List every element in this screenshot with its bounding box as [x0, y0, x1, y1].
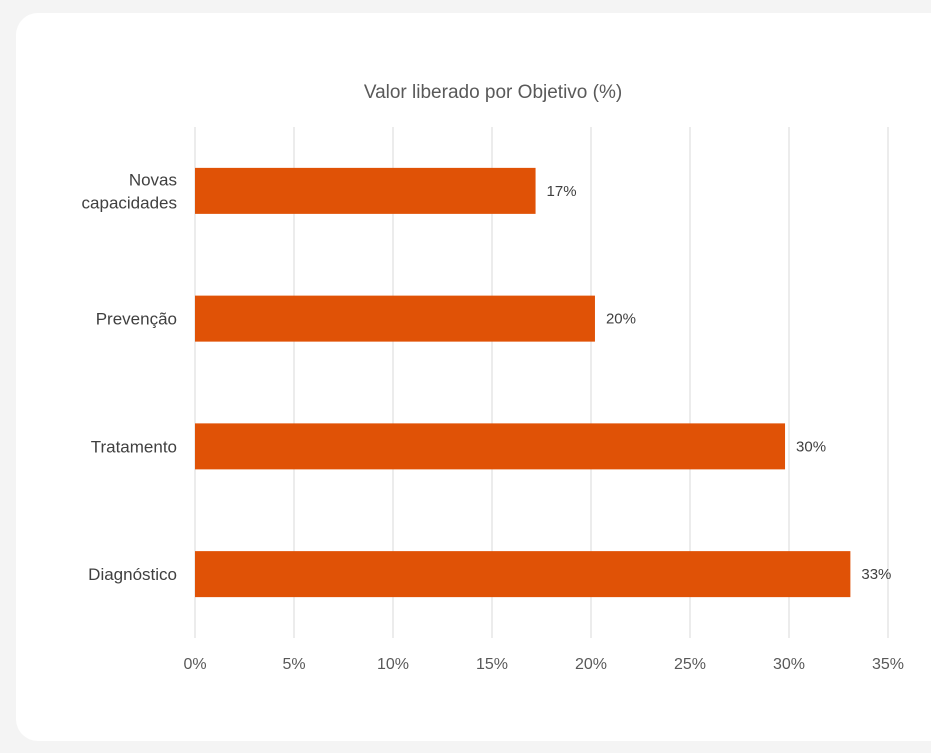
bar — [195, 167, 536, 214]
chart-title: Valor liberado por Objetivo (%) — [364, 82, 622, 103]
x-tick-label: 0% — [183, 656, 206, 673]
chart-card — [16, 13, 931, 741]
x-tick-label: 5% — [282, 656, 305, 673]
x-tick-label: 30% — [773, 656, 805, 673]
category-label: Tratamento — [91, 437, 177, 456]
bars — [195, 167, 851, 598]
data-label: 20% — [606, 311, 636, 328]
category-label: Prevenção — [96, 310, 177, 329]
x-tick-label: 15% — [476, 656, 508, 673]
data-label: 30% — [796, 438, 826, 455]
x-tick-label: 35% — [872, 656, 904, 673]
category-label: capacidades — [82, 193, 177, 212]
labels: 0% 5% 10% 15% 20% 25% 30% 35% 17% Novas capacidade… — [82, 170, 904, 673]
category-label: Novas — [129, 170, 177, 189]
category-label: Diagnóstico — [88, 565, 177, 584]
data-label: 33% — [861, 566, 891, 583]
bar — [195, 551, 851, 598]
x-tick-label: 25% — [674, 656, 706, 673]
x-tick-label: 10% — [377, 656, 409, 673]
bar — [195, 295, 595, 342]
x-tick-label: 20% — [575, 656, 607, 673]
data-label: 17% — [547, 183, 577, 200]
bar — [195, 423, 786, 470]
